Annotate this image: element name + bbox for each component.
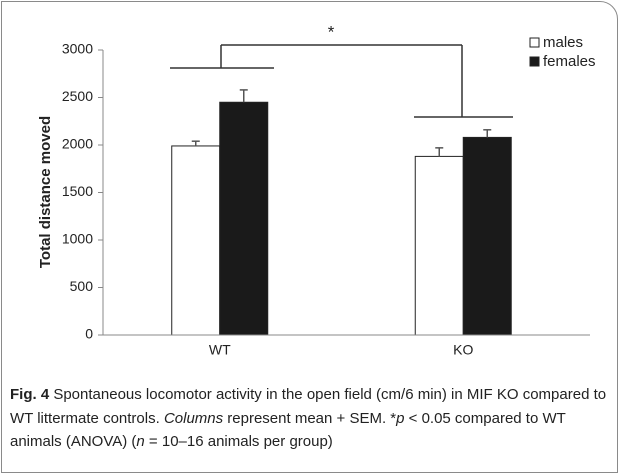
bar <box>219 101 269 336</box>
legend-swatch <box>529 56 540 67</box>
significance-bracket <box>170 44 513 118</box>
y-tick-label: 500 <box>70 278 94 294</box>
caption-text: Spontaneous locomotor activity in the op… <box>10 386 607 427</box>
legend-label: males <box>543 34 583 51</box>
significance-star: * <box>328 22 335 41</box>
legend-label: females <box>543 53 596 70</box>
y-tick-label: 3000 <box>62 41 93 57</box>
bar <box>171 145 221 336</box>
y-axis-label: Total distance moved <box>37 116 54 268</box>
y-tick-label: 2000 <box>62 136 93 152</box>
caption-text: Columns <box>163 409 224 427</box>
y-tick-label: 0 <box>85 326 93 342</box>
bar <box>462 136 512 336</box>
bar <box>414 155 464 336</box>
caption-text: p <box>396 409 405 427</box>
caption-text: represent mean + SEM. * <box>223 409 397 427</box>
y-tick-label: 1000 <box>62 231 93 247</box>
chart: Total distance moved * 0 500 1000 1500 2000 2… <box>37 22 596 358</box>
x-tick-label: KO <box>453 342 473 358</box>
caption-text: n <box>136 433 145 450</box>
caption-label: Fig. 4 <box>10 386 50 403</box>
caption-text: = 10–16 animals per group) <box>144 433 333 450</box>
caption: Fig. 4 Spontaneous locomotor activity in… <box>10 383 610 454</box>
y-tick-label: 2500 <box>62 88 93 104</box>
x-tick-label: WT <box>209 342 231 358</box>
y-tick-label: 1500 <box>62 183 93 199</box>
caption-text: < 0.05 compared to WT animals (ANOVA) ( <box>10 409 566 451</box>
legend-swatch <box>529 37 540 48</box>
